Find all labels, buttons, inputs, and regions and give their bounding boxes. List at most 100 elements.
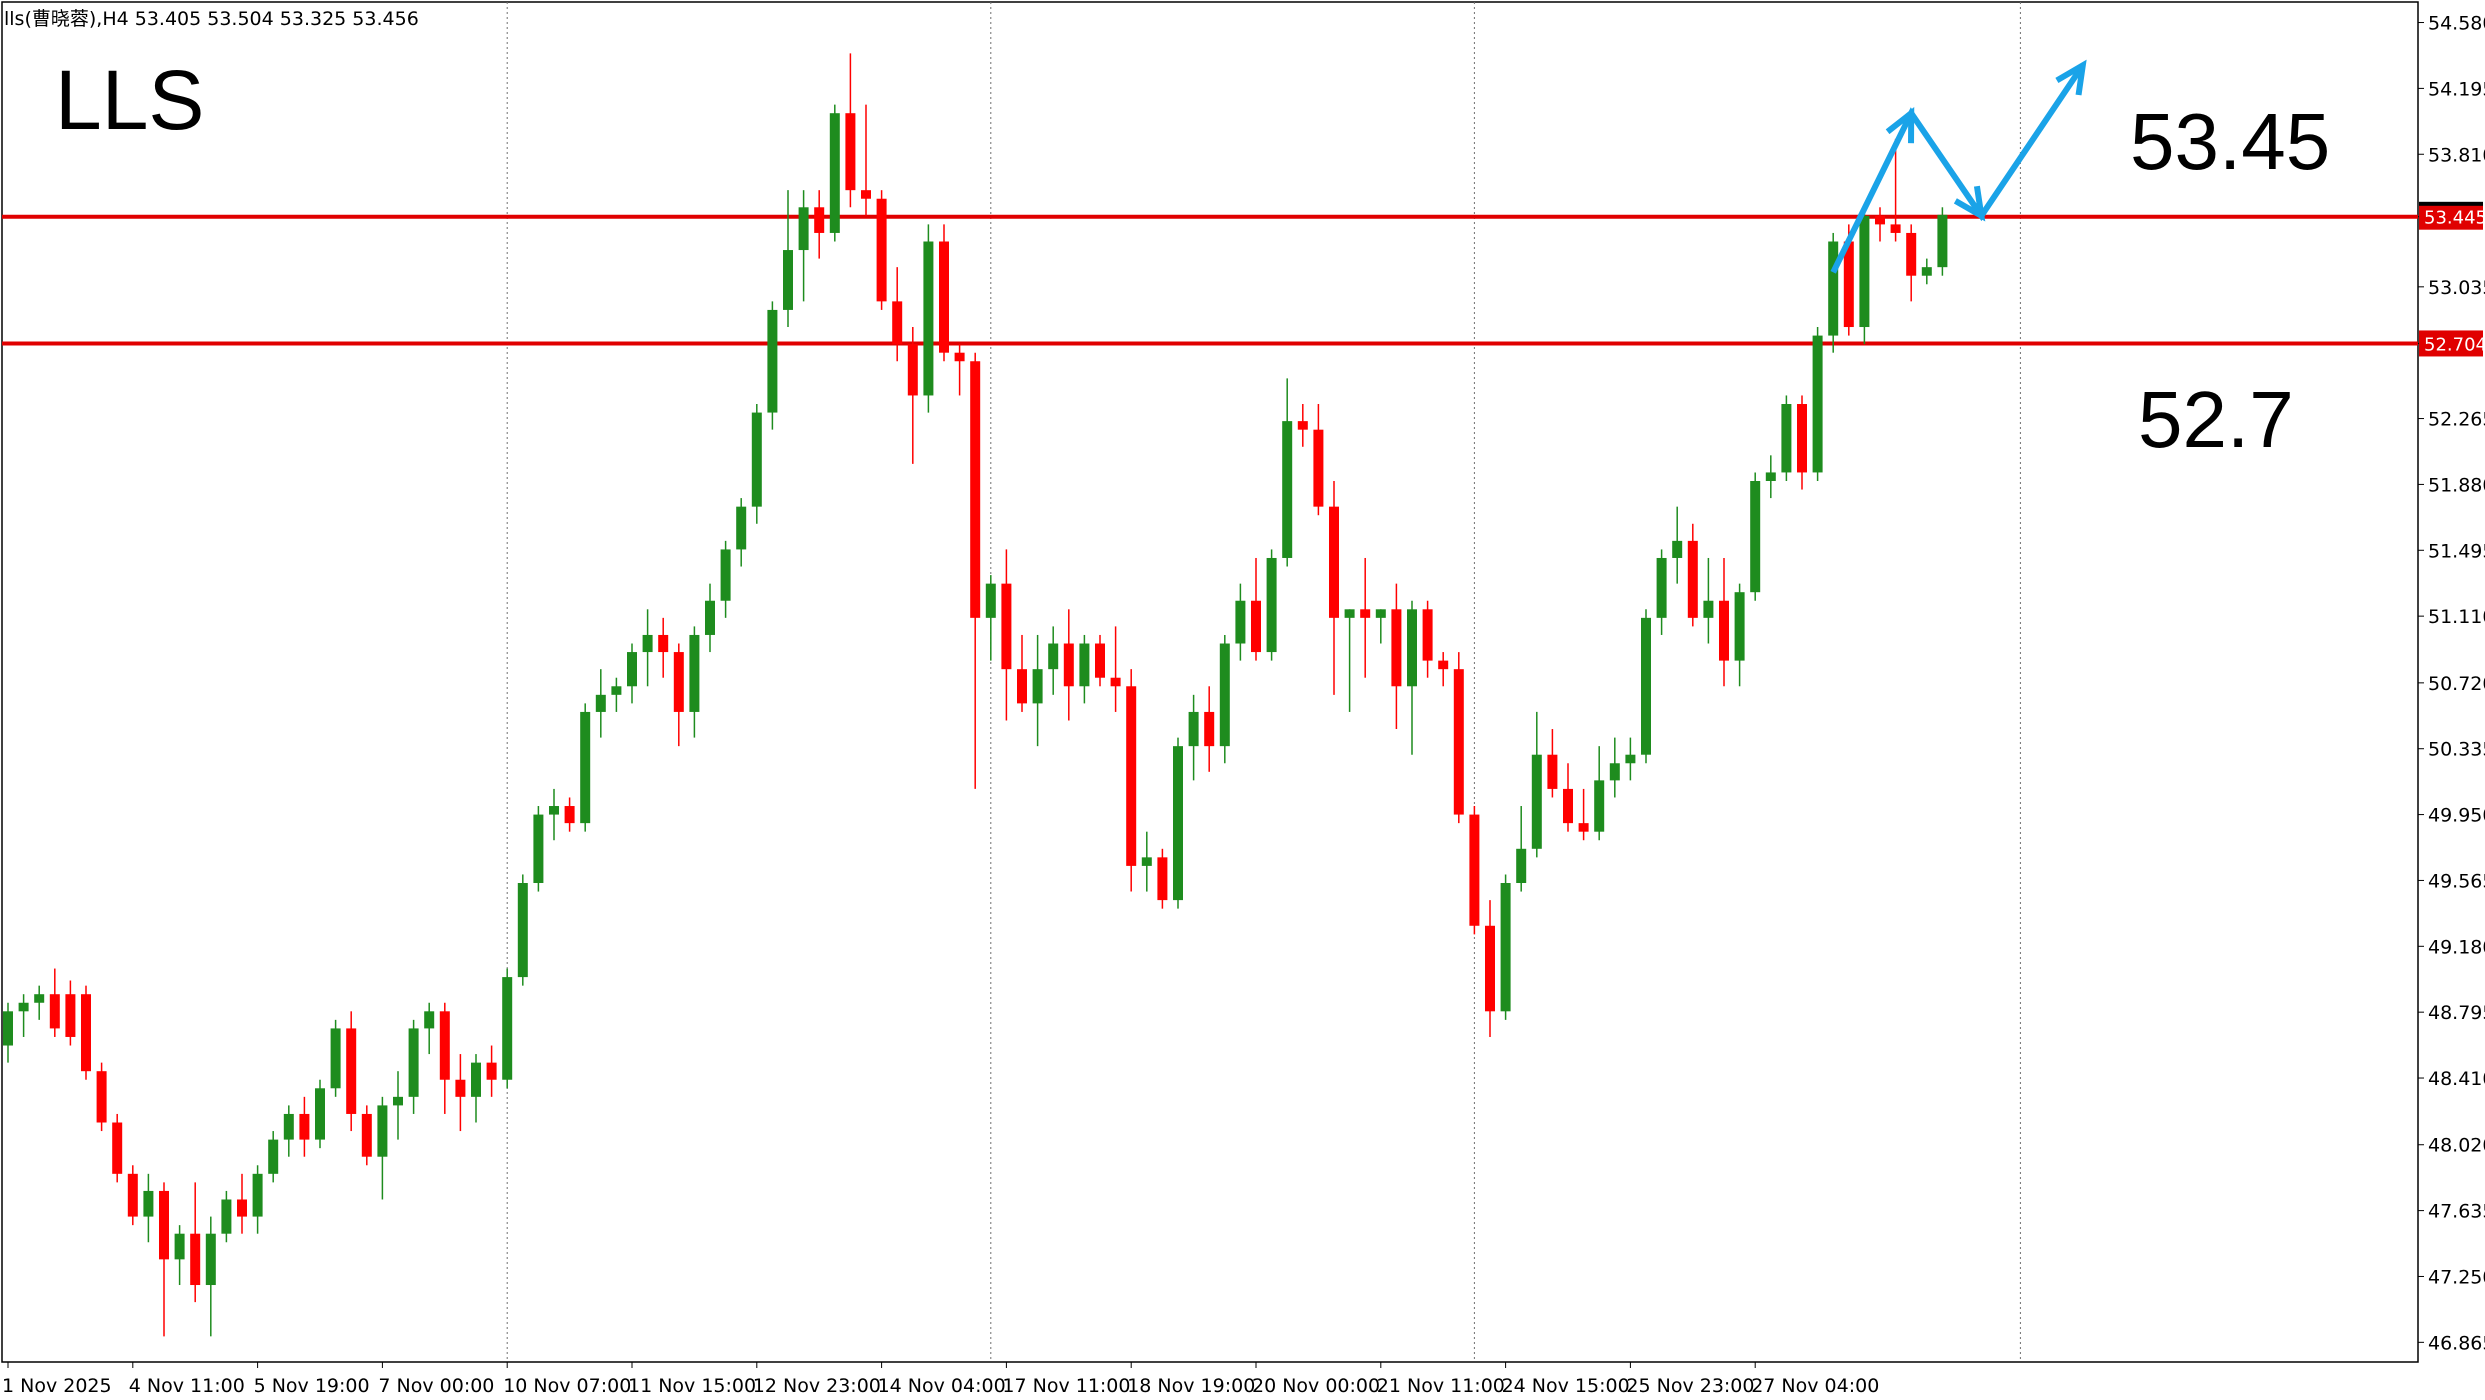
candle[interactable] — [876, 190, 887, 310]
candle[interactable] — [299, 1096, 310, 1157]
candle[interactable] — [190, 1182, 201, 1303]
candle[interactable] — [1110, 626, 1121, 712]
candle[interactable] — [127, 1165, 138, 1226]
candle[interactable] — [1937, 207, 1948, 276]
candle[interactable] — [1656, 549, 1667, 635]
candle[interactable] — [767, 301, 778, 430]
candle[interactable] — [1516, 806, 1527, 892]
candle[interactable] — [907, 327, 918, 464]
candle[interactable] — [845, 53, 856, 208]
candle[interactable] — [673, 643, 684, 747]
candle[interactable] — [1797, 395, 1807, 490]
candle[interactable] — [1157, 848, 1168, 909]
candle[interactable] — [49, 968, 60, 1037]
candle[interactable] — [1422, 600, 1433, 678]
candle[interactable] — [1048, 626, 1059, 695]
candle[interactable] — [1391, 583, 1402, 730]
candle[interactable] — [1703, 557, 1714, 644]
candle[interactable] — [1204, 686, 1215, 772]
candle[interactable] — [1734, 583, 1745, 687]
candle[interactable] — [455, 1054, 466, 1132]
candle[interactable] — [408, 1019, 419, 1114]
candle[interactable] — [720, 540, 731, 618]
candle[interactable] — [1219, 634, 1230, 764]
candle[interactable] — [1095, 634, 1105, 687]
candle[interactable] — [1594, 746, 1605, 841]
candle[interactable] — [174, 1225, 185, 1286]
candle[interactable] — [1313, 404, 1324, 516]
candle[interactable] — [580, 703, 591, 832]
candle[interactable] — [705, 583, 715, 653]
candle[interactable] — [1438, 652, 1449, 687]
candle[interactable] — [65, 980, 76, 1046]
candle[interactable] — [595, 669, 606, 738]
candle[interactable] — [1547, 729, 1558, 798]
candle[interactable] — [1360, 557, 1371, 678]
candle[interactable] — [159, 1182, 169, 1337]
candle[interactable] — [1625, 737, 1636, 781]
candle[interactable] — [517, 874, 528, 986]
candle[interactable] — [1672, 506, 1683, 584]
candle[interactable] — [1469, 806, 1480, 935]
candle[interactable] — [1375, 609, 1386, 644]
candle[interactable] — [970, 352, 981, 789]
candle[interactable] — [1485, 900, 1495, 1037]
candle[interactable] — [1828, 232, 1839, 353]
candle[interactable] — [1407, 600, 1417, 755]
candle[interactable] — [1781, 395, 1792, 481]
candle[interactable] — [783, 190, 793, 328]
candle[interactable] — [1687, 523, 1698, 627]
candle[interactable] — [1921, 258, 1932, 285]
candle[interactable] — [1063, 609, 1074, 721]
candle[interactable] — [1890, 138, 1901, 242]
candle[interactable] — [1032, 634, 1043, 747]
candle[interactable] — [736, 498, 747, 567]
candle[interactable] — [1906, 224, 1917, 302]
candle[interactable] — [3, 1002, 13, 1063]
candle[interactable] — [564, 797, 575, 832]
candle[interactable] — [549, 788, 559, 841]
candle[interactable] — [471, 1054, 481, 1123]
candle[interactable] — [1297, 404, 1308, 447]
candle[interactable] — [1453, 652, 1464, 824]
candle[interactable] — [689, 626, 700, 738]
candle[interactable] — [1001, 549, 1012, 721]
candle[interactable] — [939, 224, 949, 362]
candle[interactable] — [533, 806, 544, 892]
candle[interactable] — [81, 985, 91, 1080]
candle[interactable] — [330, 1019, 341, 1097]
candle[interactable] — [252, 1165, 263, 1234]
candle[interactable] — [1500, 874, 1511, 1020]
candle[interactable] — [96, 1062, 107, 1132]
candle[interactable] — [361, 1105, 372, 1166]
candle[interactable] — [1173, 737, 1183, 909]
candle[interactable] — [1079, 634, 1090, 704]
candle[interactable] — [954, 344, 965, 396]
candle[interactable] — [1141, 831, 1152, 892]
candle[interactable] — [1563, 763, 1573, 832]
candle[interactable] — [283, 1105, 294, 1157]
candle[interactable] — [1531, 711, 1542, 858]
candle[interactable] — [1188, 694, 1199, 781]
candle[interactable] — [1266, 549, 1277, 661]
candle[interactable] — [268, 1131, 279, 1183]
candle[interactable] — [1329, 480, 1339, 695]
candle[interactable] — [439, 1002, 450, 1114]
candle[interactable] — [1609, 737, 1620, 798]
candle[interactable] — [923, 224, 934, 413]
candle[interactable] — [611, 677, 622, 712]
candle[interactable] — [1719, 557, 1729, 687]
candle[interactable] — [985, 575, 996, 661]
candle[interactable] — [1750, 472, 1761, 601]
candle[interactable] — [1812, 327, 1823, 481]
candle[interactable] — [814, 190, 825, 259]
candle[interactable] — [1765, 455, 1776, 499]
candle[interactable] — [393, 1071, 403, 1140]
candle[interactable] — [642, 609, 653, 687]
candle[interactable] — [892, 267, 903, 362]
candle[interactable] — [377, 1096, 388, 1200]
candle[interactable] — [346, 1011, 357, 1132]
candle[interactable] — [751, 404, 762, 524]
candle[interactable] — [1126, 669, 1137, 892]
candle[interactable] — [1859, 207, 1870, 345]
